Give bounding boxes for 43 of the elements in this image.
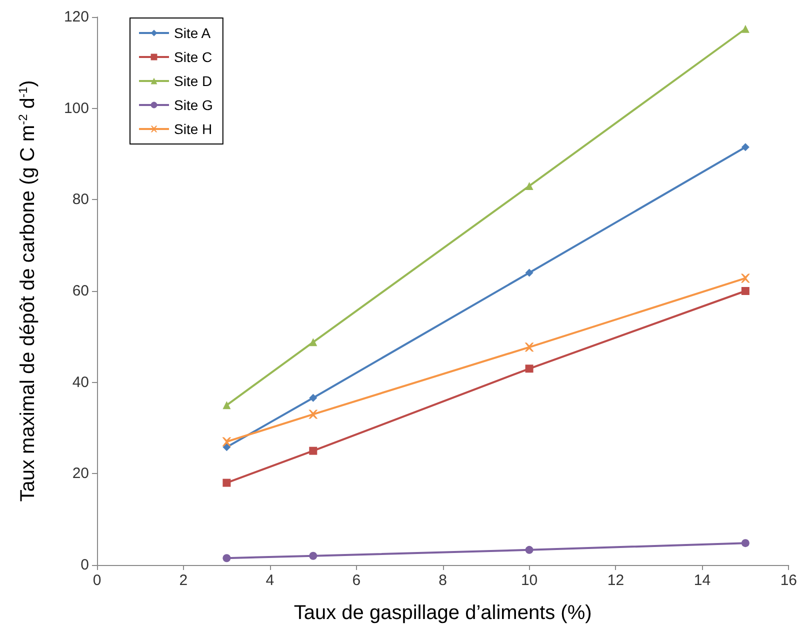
point [525, 268, 534, 277]
point [222, 437, 232, 446]
point [741, 24, 750, 33]
point [524, 342, 534, 352]
point [309, 394, 318, 402]
legend-label: Site G [174, 97, 213, 113]
x-tick-label: 14 [694, 572, 711, 589]
x-tick-label: 10 [520, 572, 538, 589]
point [741, 143, 750, 152]
legend-label: Site H [174, 121, 212, 137]
x-tick-label: 0 [92, 572, 102, 589]
y-tick-label: 20 [72, 465, 89, 482]
point [309, 338, 318, 346]
point [525, 182, 534, 190]
y-tick-label: 120 [64, 8, 89, 26]
x-tick-label: 8 [438, 572, 447, 589]
x-tick-label: 4 [266, 572, 274, 589]
legend-label: Site D [174, 73, 212, 89]
point [222, 443, 231, 452]
y-tick-label: 40 [72, 374, 89, 391]
y-tick-label: 80 [72, 191, 89, 208]
point [740, 274, 750, 283]
point [222, 554, 231, 562]
x-tick-label: 2 [179, 572, 188, 589]
legend-label: Site A [174, 25, 212, 41]
x-tick-label: 16 [780, 572, 797, 589]
x-tick-label: 6 [352, 572, 361, 589]
point [741, 539, 750, 548]
point [309, 446, 318, 455]
x-axis-title: Taux de gaspillage d’aliments (%) [294, 602, 592, 624]
point [525, 364, 534, 373]
y-tick-label: 100 [64, 100, 89, 117]
legend-label: Site C [174, 49, 212, 65]
point [308, 410, 318, 419]
y-tick-label: 60 [72, 282, 89, 300]
point [222, 401, 231, 410]
y-axis-title: Taux maximal de dépôt de carbone (g C m-2 d-1) [16, 80, 39, 502]
y-tick-label: 0 [80, 556, 89, 574]
point [222, 478, 231, 487]
point [525, 546, 534, 554]
x-tick-label: 12 [607, 572, 624, 589]
point [741, 287, 750, 295]
point [309, 552, 318, 560]
